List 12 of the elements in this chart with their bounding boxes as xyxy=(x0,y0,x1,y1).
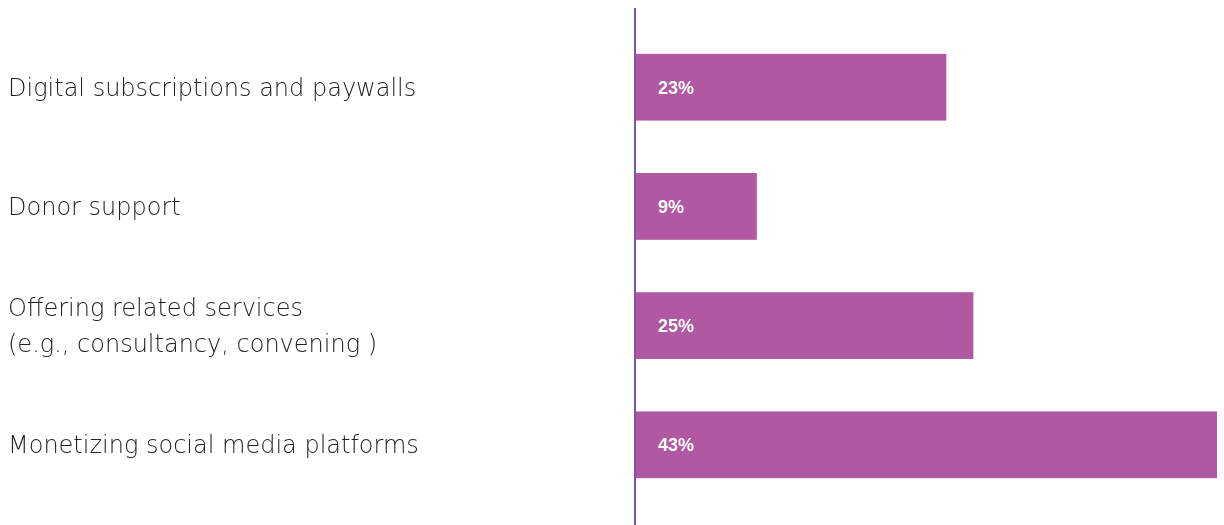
y-tick-label: Donor support xyxy=(8,192,181,221)
bar xyxy=(635,53,947,121)
data-label: 43% xyxy=(658,435,695,456)
y-tick-label: Monetizing social media platforms xyxy=(8,431,419,460)
data-label: 25% xyxy=(658,315,695,336)
bar xyxy=(635,292,974,359)
data-label: 9% xyxy=(658,196,685,217)
data-label: 23% xyxy=(658,77,695,98)
y-tick-label: Offering related services (e.g., consultancy, convening ) xyxy=(8,294,378,358)
bar xyxy=(635,173,757,240)
bar xyxy=(635,411,1217,479)
y-tick-label: Digital subscriptions and paywalls xyxy=(8,73,417,102)
